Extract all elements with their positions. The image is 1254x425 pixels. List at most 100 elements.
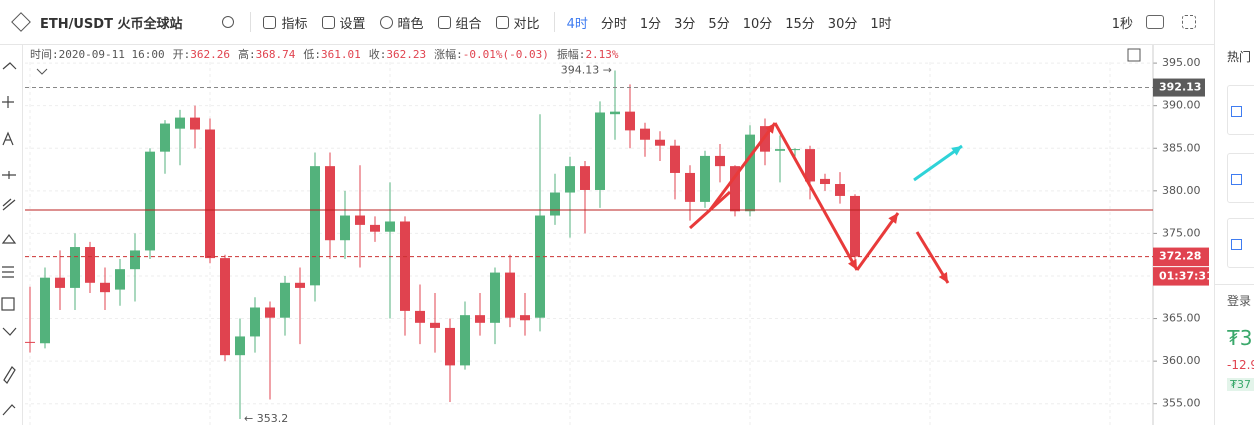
period-button[interactable]: 10分: [742, 16, 773, 32]
period-button[interactable]: 1时: [870, 16, 892, 32]
candle-body: [850, 195, 860, 257]
info-label: 低:: [303, 48, 321, 61]
candle-body: [745, 134, 755, 212]
info-bar: 时间:2020-09-11 16:00 开:362.26 高:368.74 低:361…: [30, 46, 627, 62]
checkbox[interactable]: [1231, 174, 1242, 185]
candle-body: [250, 307, 260, 337]
tool-icon[interactable]: [2, 266, 14, 278]
button-icon: [263, 15, 277, 29]
arrow-head: [951, 146, 962, 156]
candle-body: [385, 221, 395, 232]
period-button[interactable]: 30分: [827, 16, 858, 32]
button-icon: [495, 15, 509, 29]
toolbar-button[interactable]: 组合: [437, 13, 482, 32]
candle-body: [610, 111, 620, 115]
y-tick-label: 390.00: [1162, 99, 1201, 112]
candle-body: [55, 277, 65, 288]
reference-label: 392.13: [1159, 81, 1201, 94]
period-button[interactable]: 分时: [600, 16, 627, 32]
tool-icon[interactable]: [2, 171, 16, 179]
y-tick-label: 375.00: [1162, 226, 1201, 239]
candle-body: [235, 336, 245, 356]
candle-body: [265, 307, 275, 318]
separator: [553, 12, 555, 32]
candle-body: [805, 149, 815, 182]
tool-icon[interactable]: [2, 327, 17, 336]
toolbar-button[interactable]: 暗色: [379, 13, 424, 32]
tool-icon[interactable]: [1, 234, 17, 244]
info-field: 时间:2020-09-11 16:00: [30, 48, 173, 61]
candle-body: [70, 247, 80, 288]
candle-body: [325, 166, 335, 241]
info-label: 收:: [368, 48, 387, 61]
candle-body: [730, 166, 740, 212]
toolbar-button[interactable]: 设置: [321, 13, 366, 32]
info-field: 收:362.23: [369, 48, 434, 61]
side-panel: 热门 登录 ₮3 -12.9 ₮37: [1214, 0, 1254, 425]
speed[interactable]: 1秒: [1111, 16, 1133, 32]
tool-icon[interactable]: [1, 297, 15, 311]
tool-icon[interactable]: [2, 96, 14, 108]
info-field: 高:368.74: [238, 48, 303, 61]
panel-card[interactable]: [1227, 153, 1254, 203]
period-button[interactable]: 5分: [708, 16, 730, 32]
info-value: 362.23: [386, 48, 427, 61]
y-tick-label: 395.00: [1162, 56, 1201, 69]
button-label: 设置: [339, 16, 366, 32]
search-icon[interactable]: [222, 16, 235, 28]
period-button[interactable]: 1分: [639, 16, 662, 32]
price: ₮3: [1227, 326, 1253, 350]
button-icon: [379, 15, 393, 29]
info-label: 时间:: [30, 48, 59, 61]
candle-body: [505, 272, 515, 318]
fullscreen-icon[interactable]: [1182, 15, 1196, 29]
info-label: 开:: [172, 48, 191, 61]
toolbar-button[interactable]: 指标: [263, 13, 308, 32]
candle-body: [160, 123, 170, 152]
checkbox[interactable]: [1231, 239, 1242, 250]
toolbar-button[interactable]: 对比: [495, 13, 540, 32]
tool-icon[interactable]: [2, 404, 16, 416]
candle-body: [310, 166, 320, 286]
tool-icon[interactable]: [2, 198, 16, 211]
last-price-label: 372.28: [1159, 250, 1201, 263]
panel-card[interactable]: [1227, 85, 1254, 135]
candle-body: [655, 139, 665, 146]
period-button[interactable]: 4时: [566, 16, 588, 32]
candle-body: [835, 184, 845, 196]
checkbox[interactable]: [1231, 106, 1242, 117]
arrow-head: [938, 272, 948, 283]
candle-body: [205, 129, 215, 259]
candle-body: [565, 166, 575, 193]
annotation-arrow: [708, 122, 777, 211]
login[interactable]: 登录: [1227, 294, 1252, 308]
info-field: 振幅:2.13%: [557, 48, 627, 61]
reference-label-bg: [1153, 78, 1205, 97]
tool-icon[interactable]: [2, 131, 14, 146]
candle-body: [100, 282, 110, 293]
period-button[interactable]: 3分: [674, 16, 696, 32]
button-label: 暗色: [397, 16, 424, 32]
candle-body: [190, 117, 200, 130]
period-button[interactable]: 15分: [785, 16, 815, 32]
candle-body: [355, 215, 365, 225]
candle-body: [490, 272, 500, 323]
candle-body: [520, 315, 530, 321]
annotation-arrow: [773, 122, 859, 271]
symbol[interactable]: ETH/USDT 火币全球站: [40, 16, 183, 32]
change: -12.9: [1227, 358, 1254, 372]
candle-body: [430, 322, 440, 328]
candle-body: [280, 282, 290, 318]
tool-icon[interactable]: [2, 62, 17, 70]
expand-icon[interactable]: [1127, 48, 1141, 62]
candle-body: [700, 155, 710, 202]
panel-title: 热门: [1227, 50, 1252, 64]
annotation-arrow: [855, 212, 900, 271]
panel-card[interactable]: [1227, 218, 1254, 268]
tool-icon[interactable]: [3, 366, 16, 384]
candle-body: [640, 128, 650, 140]
candle-body: [580, 166, 590, 190]
candle-body: [460, 315, 470, 366]
candle-body: [550, 192, 560, 216]
camera-icon[interactable]: [1146, 15, 1164, 29]
